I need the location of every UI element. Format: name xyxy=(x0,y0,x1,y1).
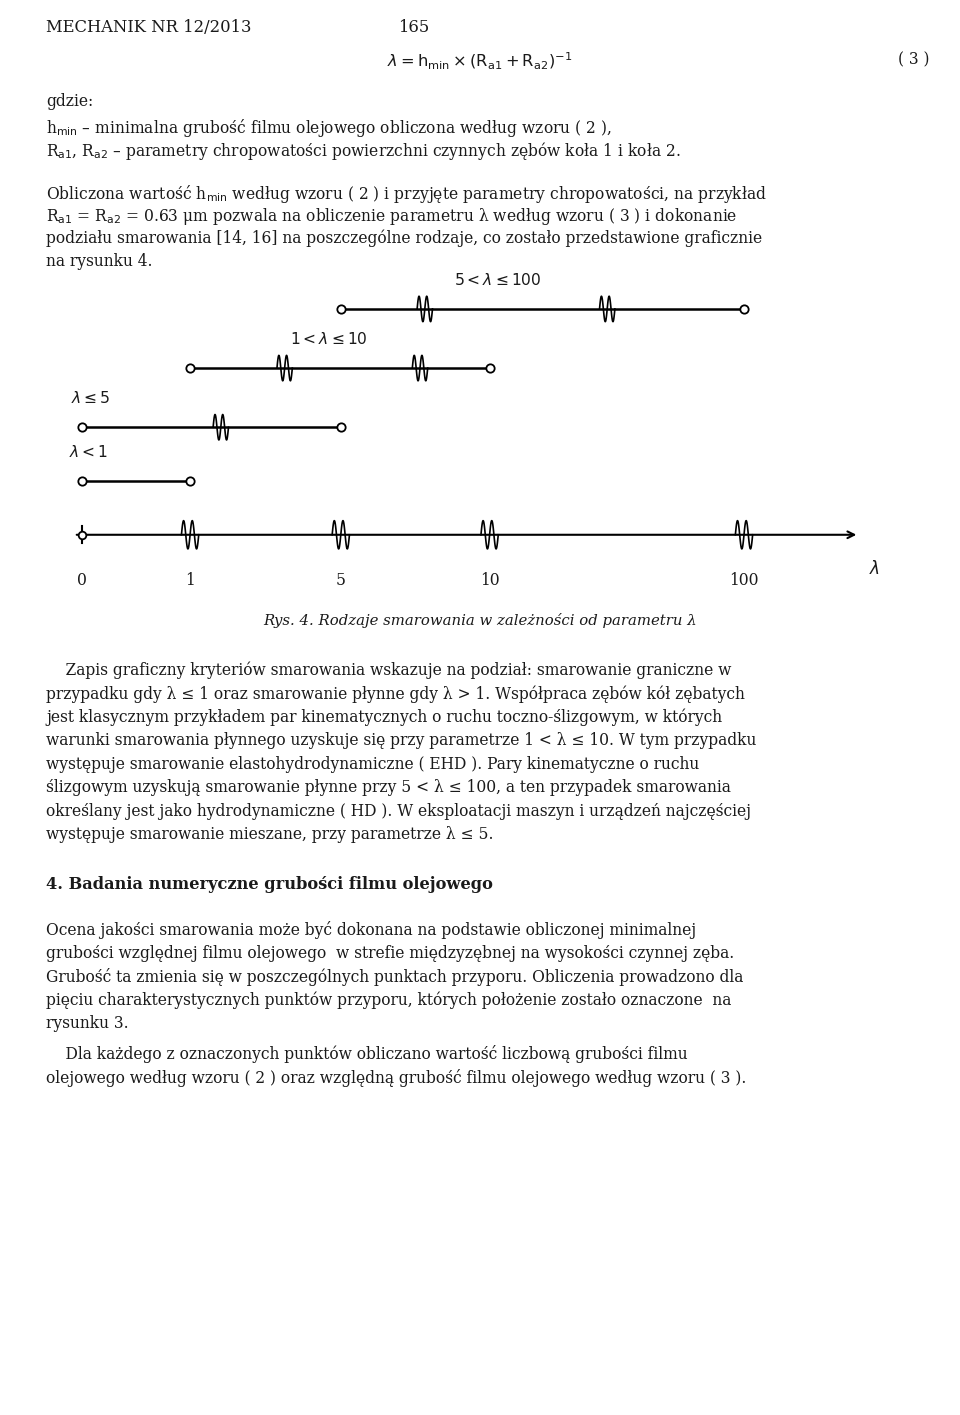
Text: 10: 10 xyxy=(480,572,499,589)
Text: Grubość ta zmienia się w poszczególnych punktach przyporu. Obliczenia prowadzono: Grubość ta zmienia się w poszczególnych … xyxy=(46,968,743,986)
Text: pięciu charakterystycznych punktów przyporu, których położenie zostało oznaczone: pięciu charakterystycznych punktów przyp… xyxy=(46,992,732,1009)
Text: Dla każdego z oznaczonych punktów obliczano wartość liczbową grubości filmu: Dla każdego z oznaczonych punktów oblicz… xyxy=(46,1046,687,1063)
Text: $\lambda \leq 5$: $\lambda \leq 5$ xyxy=(71,391,111,408)
Text: $\lambda = \mathrm{h}_{\mathrm{min}} \times (\mathrm{R}_{\mathrm{a1}} + \mathrm{: $\lambda = \mathrm{h}_{\mathrm{min}} \ti… xyxy=(388,51,572,72)
Text: 0: 0 xyxy=(77,572,86,589)
Text: $\lambda$: $\lambda$ xyxy=(869,560,879,579)
Text: $\lambda < 1$: $\lambda < 1$ xyxy=(69,444,108,461)
Text: podziału smarowania [14, 16] na poszczególne rodzaje, co zostało przedstawione g: podziału smarowania [14, 16] na poszczeg… xyxy=(46,229,762,248)
Text: grubości względnej filmu olejowego  w strefie międzyzębnej na wysokości czynnej : grubości względnej filmu olejowego w str… xyxy=(46,945,734,962)
Text: 5: 5 xyxy=(336,572,346,589)
Text: $5 < \lambda \leq 100$: $5 < \lambda \leq 100$ xyxy=(454,272,542,289)
Text: R$_{\mathrm{a1}}$ = R$_{\mathrm{a2}}$ = 0.63 μm pozwala na obliczenie parametru : R$_{\mathrm{a1}}$ = R$_{\mathrm{a2}}$ = … xyxy=(46,207,737,228)
Text: gdzie:: gdzie: xyxy=(46,93,93,110)
Text: 1: 1 xyxy=(185,572,195,589)
Text: występuje smarowanie elastohydrodynamiczne ( EHD ). Pary kinematyczne o ruchu: występuje smarowanie elastohydrodynamicz… xyxy=(46,756,699,773)
Text: Zapis graficzny kryteriów smarowania wskazuje na podział: smarowanie graniczne w: Zapis graficzny kryteriów smarowania wsk… xyxy=(46,662,732,679)
Text: Ocena jakości smarowania może być dokonana na podstawie obliczonej minimalnej: Ocena jakości smarowania może być dokona… xyxy=(46,921,696,940)
Text: przypadku gdy λ ≤ 1 oraz smarowanie płynne gdy λ > 1. Współpraca zębów kół zębat: przypadku gdy λ ≤ 1 oraz smarowanie płyn… xyxy=(46,685,745,703)
Text: 165: 165 xyxy=(398,20,430,37)
Text: 4. Badania numeryczne grubości filmu olejowego: 4. Badania numeryczne grubości filmu ole… xyxy=(46,876,492,893)
Text: rysunku 3.: rysunku 3. xyxy=(46,1015,129,1032)
Text: na rysunku 4.: na rysunku 4. xyxy=(46,253,153,270)
Text: Rys. 4. Rodzaje smarowania w zależności od parametru λ: Rys. 4. Rodzaje smarowania w zależności … xyxy=(263,613,697,628)
Text: występuje smarowanie mieszane, przy parametrze λ ≤ 5.: występuje smarowanie mieszane, przy para… xyxy=(46,826,493,843)
Text: określany jest jako hydrodynamiczne ( HD ). W eksploatacji maszyn i urządzeń naj: określany jest jako hydrodynamiczne ( HD… xyxy=(46,802,751,819)
Text: ślizgowym uzyskują smarowanie płynne przy 5 < λ ≤ 100, a ten przypadek smarowani: ślizgowym uzyskują smarowanie płynne prz… xyxy=(46,780,731,797)
Text: jest klasycznym przykładem par kinematycznych o ruchu toczno-ślizgowym, w któryc: jest klasycznym przykładem par kinematyc… xyxy=(46,709,722,726)
Text: h$_{\mathrm{min}}$ – minimalna grubość filmu olejowego obliczona według wzoru ( : h$_{\mathrm{min}}$ – minimalna grubość f… xyxy=(46,117,612,139)
Text: warunki smarowania płynnego uzyskuje się przy parametrze 1 < λ ≤ 10. W tym przyp: warunki smarowania płynnego uzyskuje się… xyxy=(46,732,756,749)
Text: Obliczona wartość h$_{\mathrm{min}}$ według wzoru ( 2 ) i przyjęte parametry chr: Obliczona wartość h$_{\mathrm{min}}$ wed… xyxy=(46,183,767,205)
Text: 100: 100 xyxy=(730,572,758,589)
Text: R$_{\mathrm{a1}}$, R$_{\mathrm{a2}}$ – parametry chropowatości powierzchni czynn: R$_{\mathrm{a1}}$, R$_{\mathrm{a2}}$ – p… xyxy=(46,140,681,163)
Text: olejowego według wzoru ( 2 ) oraz względną grubość filmu olejowego według wzoru : olejowego według wzoru ( 2 ) oraz względ… xyxy=(46,1068,747,1087)
Text: $1 < \lambda \leq 10$: $1 < \lambda \leq 10$ xyxy=(290,331,368,348)
Text: ( 3 ): ( 3 ) xyxy=(898,51,929,68)
Text: MECHANIK NR 12/2013: MECHANIK NR 12/2013 xyxy=(46,20,252,37)
